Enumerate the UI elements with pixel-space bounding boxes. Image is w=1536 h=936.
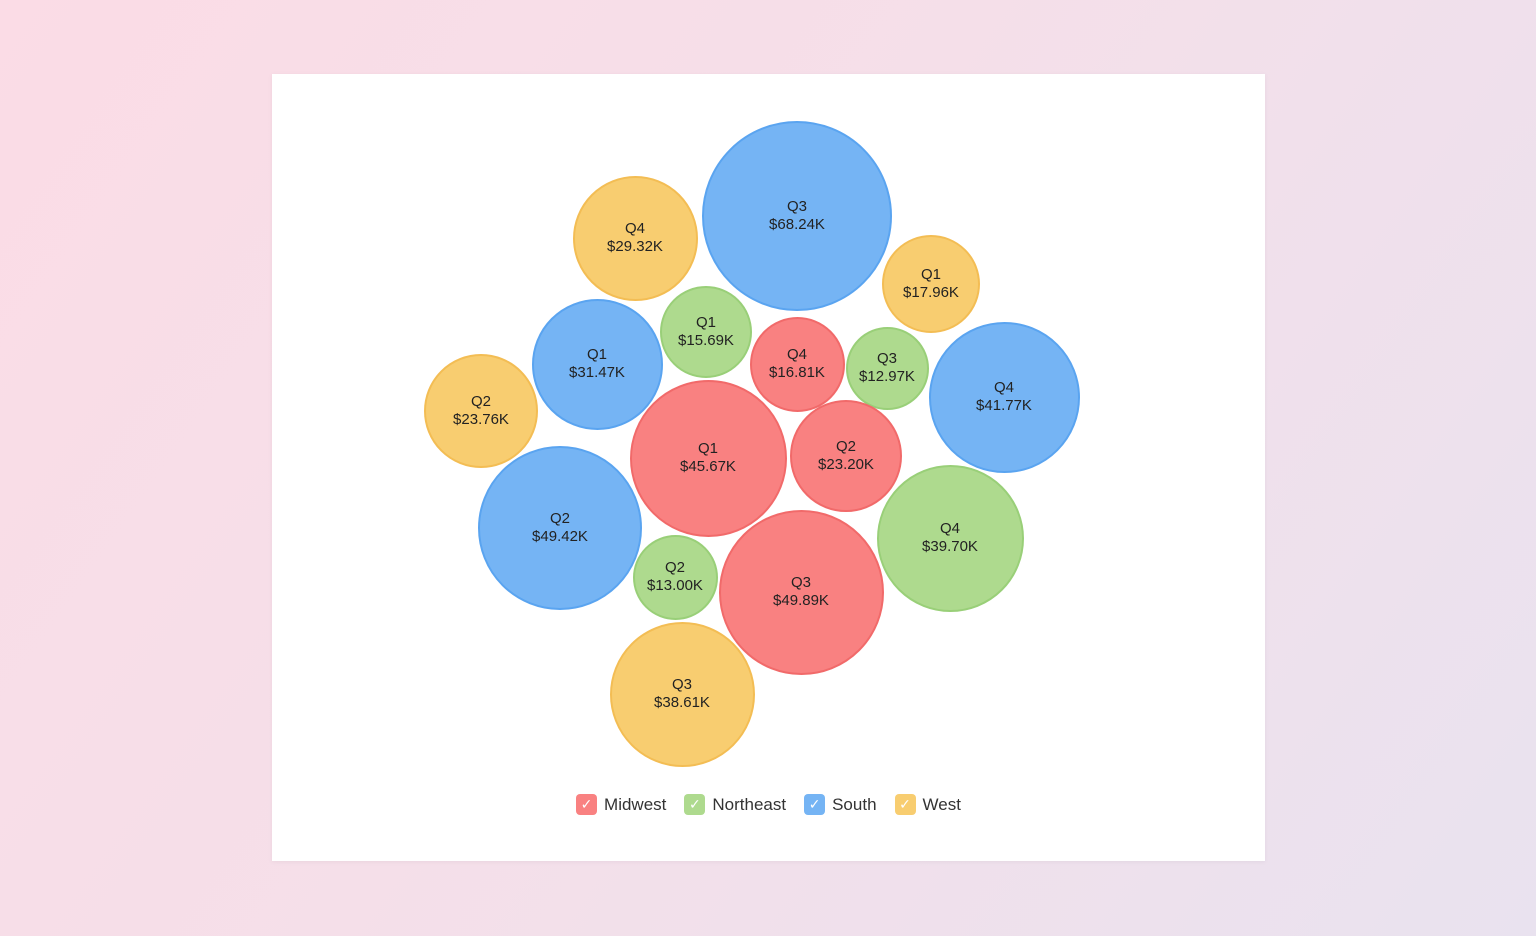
bubble-value-label: $12.97K — [859, 368, 915, 385]
bubble-value-label: $45.67K — [680, 458, 736, 475]
bubble-south-q4[interactable]: Q4 $41.77K — [928, 321, 1080, 473]
bubble-west-q3[interactable]: Q3 $38.61K — [609, 621, 755, 767]
bubble-quarter-label: Q2 — [470, 393, 491, 410]
legend-item-west[interactable]: ✓ West — [894, 794, 961, 815]
checkbox-checked-icon[interactable]: ✓ — [576, 794, 598, 815]
bubble-value-label: $49.42K — [532, 528, 588, 545]
bubble-quarter-label: Q3 — [786, 198, 807, 215]
bubble-value-label: $17.96K — [903, 284, 959, 301]
checkbox-checked-icon[interactable]: ✓ — [894, 794, 916, 815]
bubble-value-label: $23.76K — [453, 411, 509, 428]
chart-card: Q1 $17.96K Q2 $23.76K Q3 $38.61K Q4 $29.… — [272, 74, 1265, 861]
bubble-west-q1[interactable]: Q1 $17.96K — [882, 235, 980, 333]
bubble-value-label: $13.00K — [647, 577, 703, 594]
bubble-quarter-label: Q1 — [920, 266, 941, 283]
legend-item-label: South — [832, 794, 877, 814]
bubble-midwest-q2[interactable]: Q2 $23.20K — [790, 400, 902, 512]
bubble-quarter-label: Q3 — [876, 350, 897, 367]
legend-item-south[interactable]: ✓ South — [804, 794, 877, 815]
bubble-value-label: $41.77K — [976, 397, 1032, 414]
bubble-south-q1[interactable]: Q1 $31.47K — [531, 298, 663, 430]
bubble-midwest-q4[interactable]: Q4 $16.81K — [749, 316, 845, 412]
bubble-quarter-label: Q4 — [993, 379, 1014, 396]
bubble-value-label: $49.89K — [773, 592, 829, 609]
bubble-midwest-q1[interactable]: Q1 $45.67K — [629, 379, 787, 537]
bubble-northeast-q4[interactable]: Q4 $39.70K — [876, 464, 1024, 612]
bubble-west-q4[interactable]: Q4 $29.32K — [572, 175, 698, 301]
bubble-quarter-label: Q2 — [835, 438, 856, 455]
bubble-value-label: $16.81K — [769, 364, 825, 381]
legend-item-northeast[interactable]: ✓ Northeast — [684, 794, 786, 815]
bubble-quarter-label: Q3 — [790, 574, 811, 591]
bubble-northeast-q3[interactable]: Q3 $12.97K — [845, 326, 929, 410]
legend-item-midwest[interactable]: ✓ Midwest — [576, 794, 666, 815]
legend-item-label: West — [922, 794, 961, 814]
bubble-midwest-q3[interactable]: Q3 $49.89K — [718, 509, 884, 675]
bubble-northeast-q2[interactable]: Q2 $13.00K — [632, 534, 718, 620]
bubble-quarter-label: Q4 — [624, 220, 645, 237]
bubble-quarter-label: Q2 — [549, 510, 570, 527]
chart-legend: ✓ Midwest ✓ Northeast ✓ South ✓ West — [272, 794, 1265, 815]
bubble-west-q2[interactable]: Q2 $23.76K — [424, 354, 538, 468]
legend-item-label: Midwest — [604, 794, 667, 814]
bubble-northeast-q1[interactable]: Q1 $15.69K — [660, 286, 752, 378]
bubble-value-label: $29.32K — [607, 238, 663, 255]
bubble-quarter-label: Q3 — [671, 676, 692, 693]
bubble-quarter-label: Q1 — [695, 314, 716, 331]
bubble-value-label: $38.61K — [654, 694, 710, 711]
bubble-layer: Q1 $17.96K Q2 $23.76K Q3 $38.61K Q4 $29.… — [272, 74, 1265, 861]
checkbox-checked-icon[interactable]: ✓ — [804, 794, 826, 815]
legend-item-label: Northeast — [712, 794, 787, 814]
bubble-south-q2[interactable]: Q2 $49.42K — [478, 446, 642, 610]
bubble-quarter-label: Q2 — [664, 559, 685, 576]
bubble-value-label: $39.70K — [922, 538, 978, 555]
bubble-value-label: $23.20K — [818, 456, 874, 473]
checkbox-checked-icon[interactable]: ✓ — [684, 794, 706, 815]
bubble-value-label: $68.24K — [769, 216, 825, 233]
bubble-value-label: $31.47K — [569, 364, 625, 381]
bubble-quarter-label: Q4 — [939, 520, 960, 537]
bubble-quarter-label: Q4 — [786, 346, 807, 363]
bubble-quarter-label: Q1 — [697, 440, 718, 457]
bubble-value-label: $15.69K — [678, 332, 734, 349]
bubble-quarter-label: Q1 — [586, 346, 607, 363]
bubble-south-q3[interactable]: Q3 $68.24K — [702, 121, 892, 311]
